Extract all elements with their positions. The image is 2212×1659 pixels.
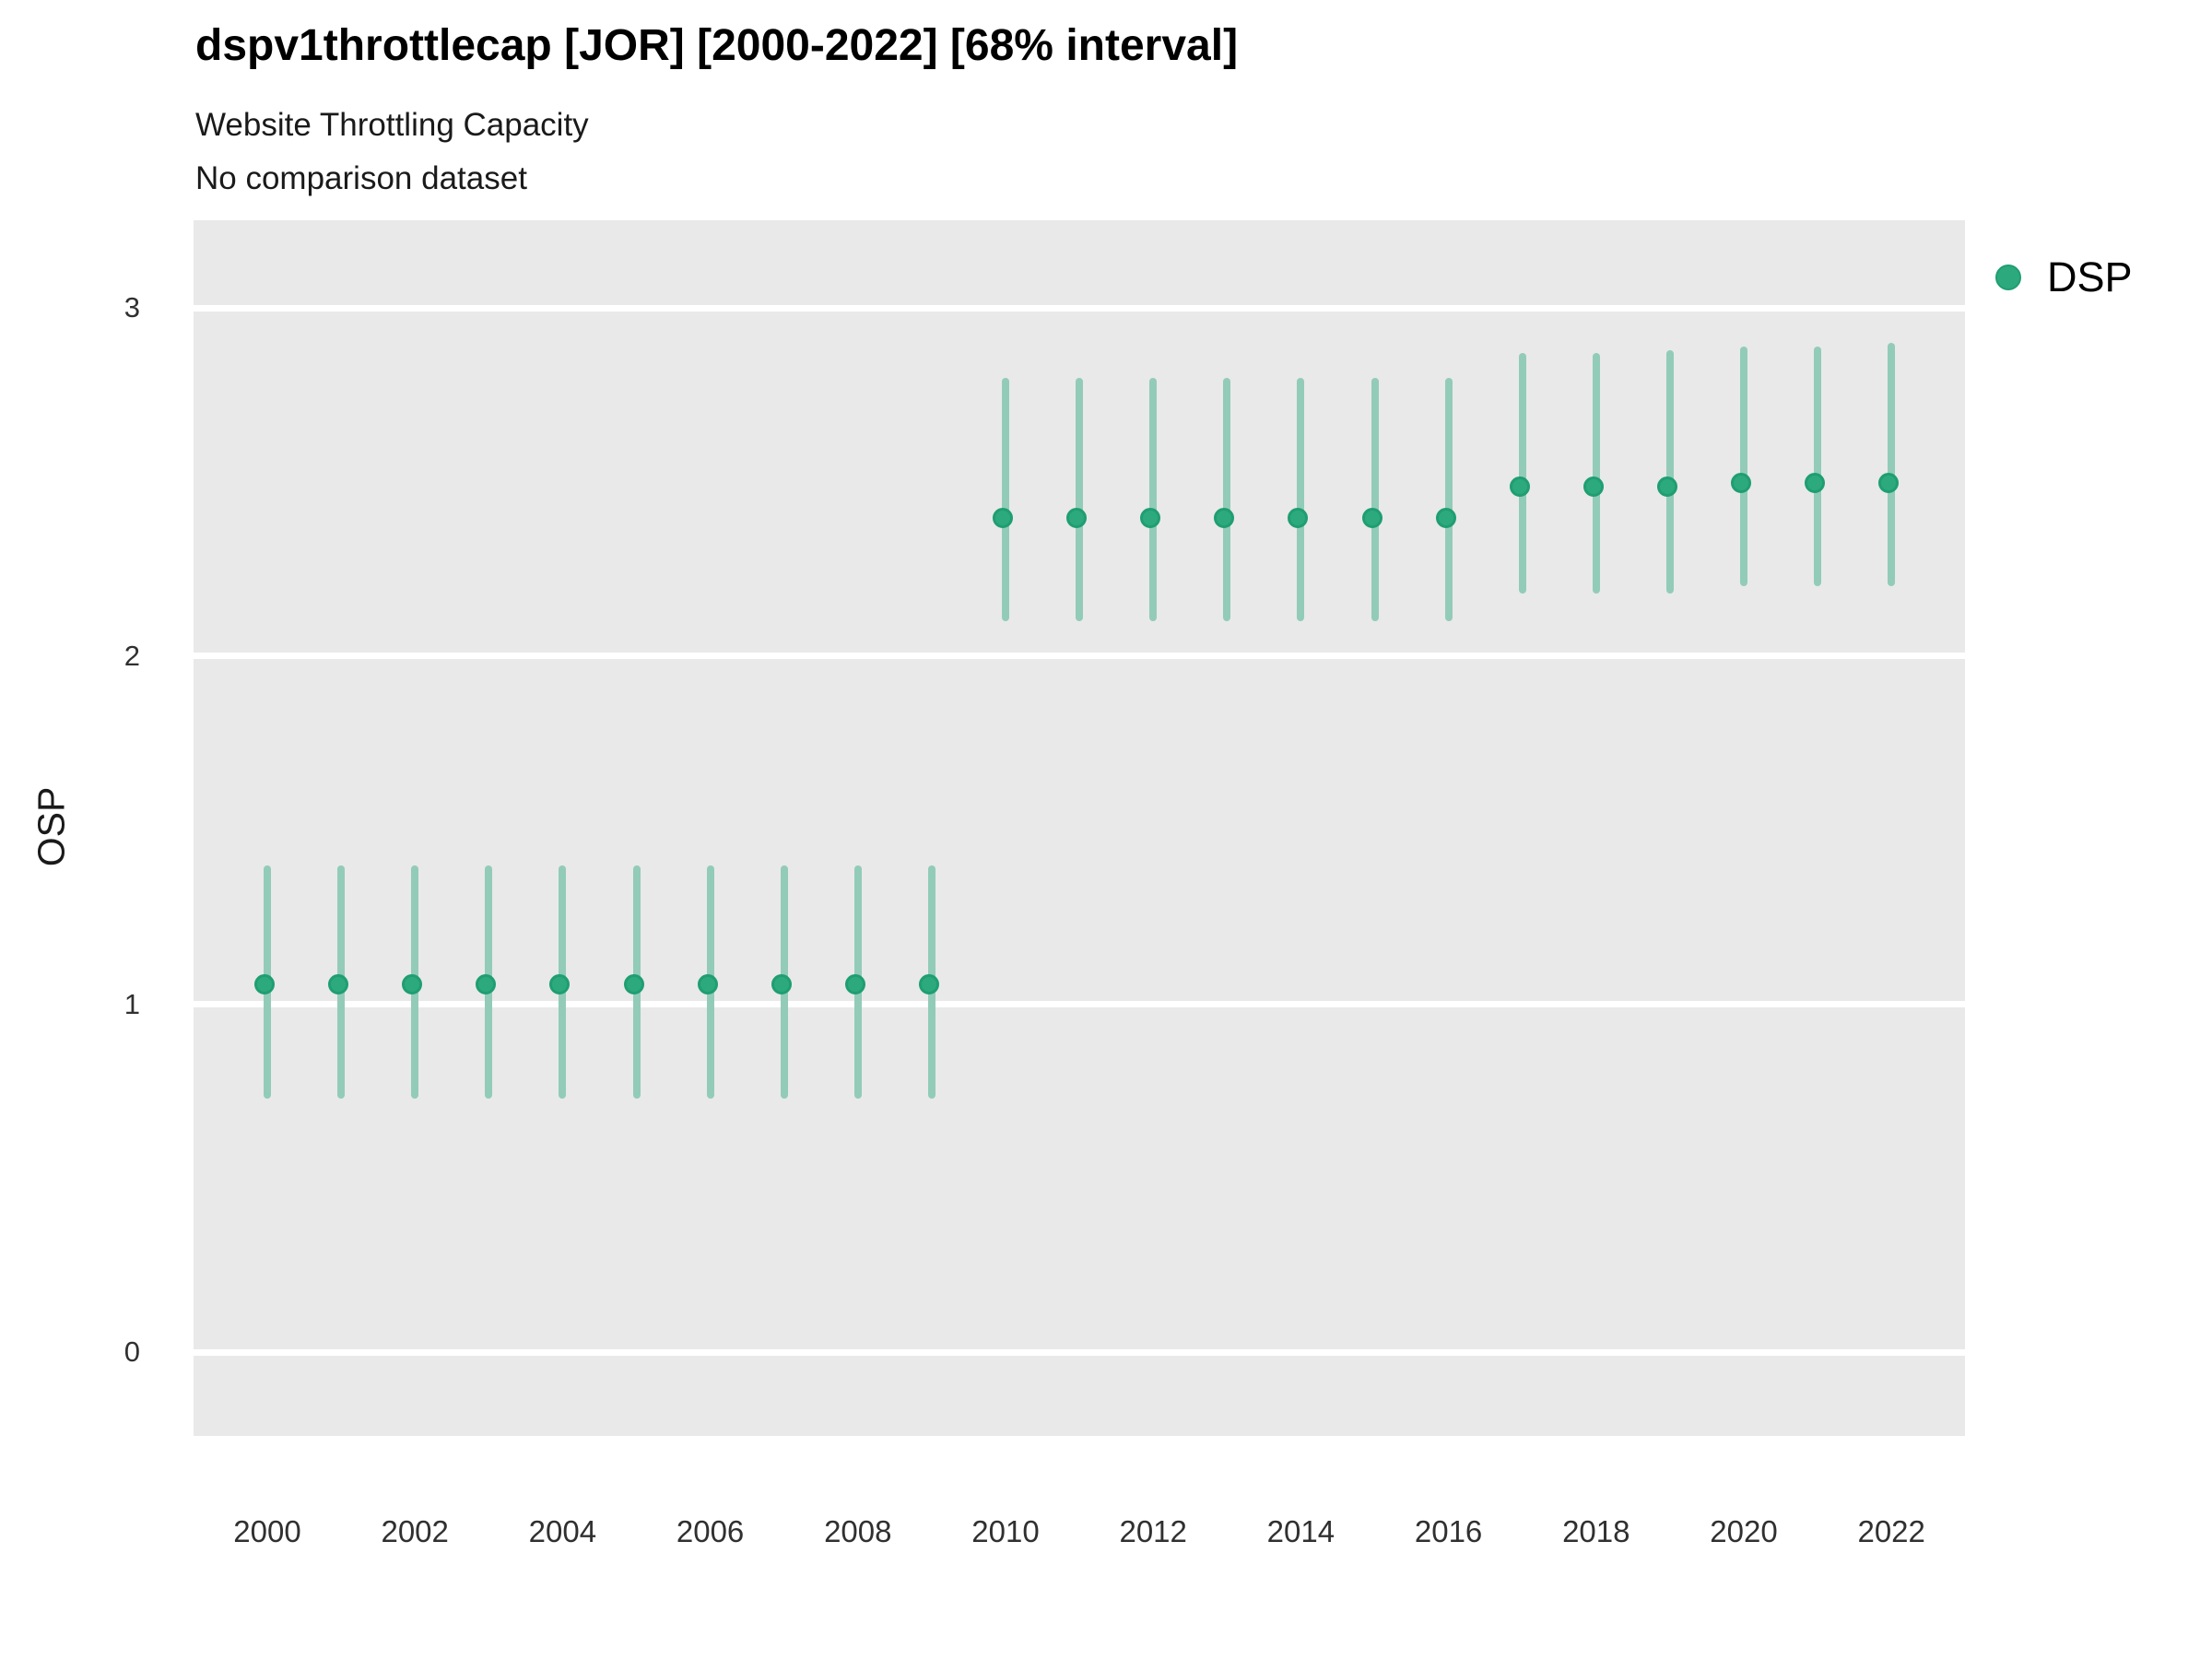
- gridline-y-0: [194, 1348, 1965, 1356]
- data-point-2006: [697, 973, 718, 994]
- data-point-2015: [1361, 507, 1382, 528]
- x-tick-label-2006: 2006: [676, 1514, 745, 1548]
- data-point-2004: [549, 973, 571, 994]
- x-tick-label-2002: 2002: [381, 1514, 449, 1548]
- x-tick-label-2012: 2012: [1119, 1514, 1187, 1548]
- x-tick-label-2020: 2020: [1710, 1514, 1778, 1548]
- legend-label: DSP: [2047, 253, 2133, 300]
- error-bar-2011: [1076, 377, 1084, 622]
- data-point-2022: [1878, 472, 1900, 493]
- data-point-2009: [918, 973, 939, 994]
- x-tick-label-2014: 2014: [1266, 1514, 1335, 1548]
- data-point-2001: [328, 973, 349, 994]
- legend: DSP: [1995, 247, 2207, 308]
- data-point-2013: [1214, 507, 1235, 528]
- gridline-y-2: [194, 653, 1965, 660]
- data-point-2014: [1288, 507, 1309, 528]
- x-tick-label-2004: 2004: [528, 1514, 597, 1548]
- x-tick-label-2010: 2010: [971, 1514, 1040, 1548]
- gridline-y-3: [194, 304, 1965, 312]
- plot-panel: [194, 220, 1965, 1436]
- error-bar-2018: [1592, 353, 1600, 594]
- gridline-y-1: [194, 1001, 1965, 1008]
- data-point-2008: [844, 973, 865, 994]
- error-bar-2021: [1814, 346, 1822, 587]
- error-bar-2019: [1665, 349, 1674, 594]
- y-tick-label-2: 2: [124, 639, 140, 672]
- error-bar-2013: [1223, 377, 1231, 622]
- data-point-2021: [1805, 472, 1826, 493]
- data-point-2005: [623, 973, 644, 994]
- chart-title: dspv1throttlecap [JOR] [2000-2022] [68% …: [195, 21, 1239, 70]
- error-bar-2020: [1740, 346, 1747, 587]
- x-tick-label-2008: 2008: [824, 1514, 892, 1548]
- x-tick-label-2022: 2022: [1857, 1514, 1925, 1548]
- legend-point-icon: [1995, 265, 2021, 290]
- chart-subtitle: Website Throttling Capacity: [195, 107, 589, 143]
- x-tick-label-2018: 2018: [1562, 1514, 1630, 1548]
- error-bar-2015: [1371, 377, 1379, 622]
- data-point-2016: [1435, 507, 1456, 528]
- x-tick-label-2000: 2000: [233, 1514, 301, 1548]
- data-point-2010: [993, 507, 1013, 528]
- data-point-2000: [254, 973, 275, 994]
- data-point-2011: [1066, 507, 1088, 528]
- y-tick-label-3: 3: [124, 291, 140, 324]
- data-point-2003: [476, 973, 497, 994]
- data-point-2002: [402, 973, 423, 994]
- y-axis-title: OSP: [29, 786, 73, 867]
- x-tick-label-2016: 2016: [1414, 1514, 1483, 1548]
- data-point-2017: [1509, 476, 1530, 497]
- data-point-2018: [1583, 476, 1604, 497]
- data-point-2012: [1140, 507, 1161, 528]
- error-bar-2016: [1444, 377, 1453, 622]
- data-point-2020: [1731, 472, 1751, 493]
- comparison-note: No comparison dataset: [195, 160, 527, 196]
- data-point-2007: [771, 973, 792, 994]
- data-point-2019: [1656, 476, 1677, 497]
- error-bar-2017: [1518, 353, 1526, 594]
- y-tick-label-1: 1: [124, 987, 140, 1020]
- y-tick-label-0: 0: [124, 1335, 140, 1369]
- error-bar-2022: [1888, 342, 1896, 587]
- error-bar-2012: [1149, 377, 1158, 622]
- error-bar-2014: [1297, 377, 1305, 622]
- error-bar-2010: [1002, 377, 1009, 622]
